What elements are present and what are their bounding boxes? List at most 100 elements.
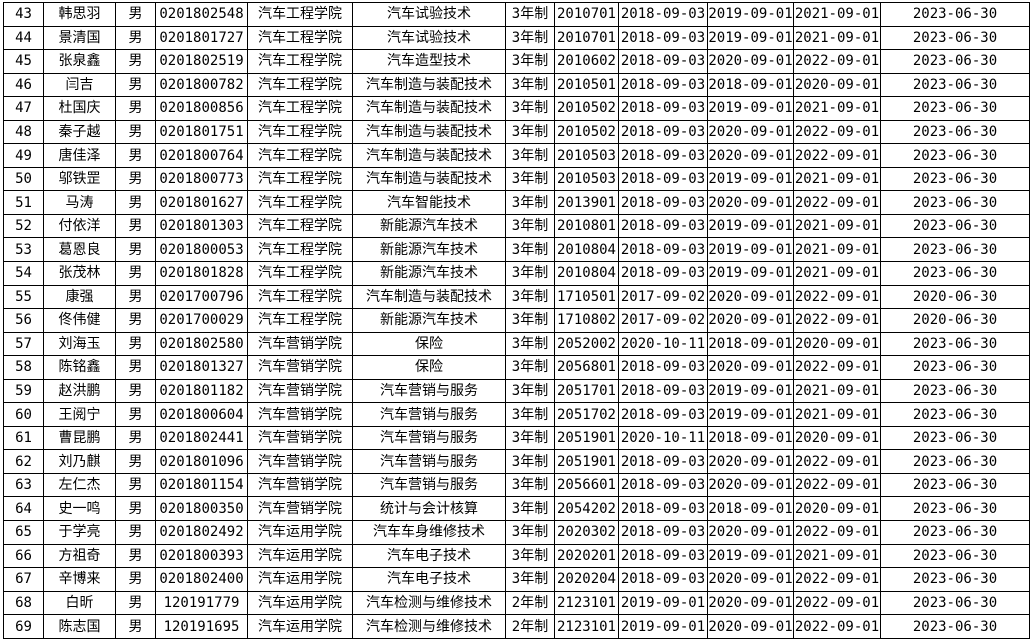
major-cell: 汽车制造与装配技术: [352, 166, 506, 192]
student-name-cell: 赵洪鹏: [43, 378, 116, 404]
table-row: 65 于学亮男 0201802492 汽车运用学院 汽车车身维修技术 3年制 2020302…: [3, 520, 1030, 545]
student-id-cell: 0201800856: [155, 96, 248, 121]
row-number-cell: 53: [3, 237, 44, 263]
date-1-cell: 2018-09-03: [618, 96, 708, 121]
row-number-cell: 59: [3, 378, 44, 404]
date-2-cell: 2018-09-01: [707, 496, 794, 522]
date-3-cell: 2022-09-01: [793, 308, 881, 333]
program-duration-cell: 3年制: [505, 331, 555, 357]
table-row: 55 康强男 0201700796 汽车工程学院 汽车制造与装配技术 3年制 1710501…: [3, 284, 1030, 310]
date-4-cell: 2023-06-30: [880, 472, 1030, 498]
date-3-cell: 2020-09-01: [793, 425, 881, 451]
class-code-cell: 2010502: [554, 96, 619, 121]
class-code-cell: 2010602: [554, 49, 619, 74]
table-row: 54 张茂林男 0201801828 汽车工程学院 新能源汽车技术 3年制 2010804 2…: [3, 261, 1030, 286]
college-cell: 汽车工程学院: [247, 96, 353, 121]
class-code-cell: 2123101: [554, 590, 619, 616]
program-duration-cell: 3年制: [505, 449, 555, 474]
date-4-cell: 2023-06-30: [880, 190, 1030, 215]
class-code-cell: 2010701: [554, 2, 619, 27]
program-duration-cell: 3年制: [505, 213, 555, 239]
date-1-cell: 2018-09-03: [618, 543, 708, 569]
date-1-cell: 2018-09-03: [618, 567, 708, 592]
major-cell: 汽车制造与装配技术: [352, 72, 506, 98]
date-1-cell: 2018-09-03: [618, 213, 708, 239]
program-duration-cell: 3年制: [505, 96, 555, 121]
date-3-cell: 2022-09-01: [793, 449, 881, 474]
major-cell: 汽车造型技术: [352, 49, 506, 74]
college-cell: 汽车营销学院: [247, 355, 353, 380]
gender-cell: 男: [115, 96, 156, 121]
college-cell: 汽车工程学院: [247, 213, 353, 239]
date-2-cell: 2020-09-01: [707, 119, 794, 145]
student-id-cell: 0201800782: [155, 72, 248, 98]
student-name-cell: 白昕: [43, 590, 116, 616]
table-row: 64 史一鸣男 0201800350 汽车营销学院 统计与会计核算 3年制 2054202 2…: [3, 496, 1030, 522]
class-code-cell: 2054202: [554, 496, 619, 522]
program-duration-cell: 3年制: [505, 496, 555, 522]
student-id-cell: 0201801154: [155, 472, 248, 498]
date-1-cell: 2018-09-03: [618, 2, 708, 27]
date-4-cell: 2023-06-30: [880, 378, 1030, 404]
gender-cell: 男: [115, 25, 156, 51]
date-3-cell: 2021-09-01: [793, 96, 881, 121]
date-2-cell: 2020-09-01: [707, 49, 794, 74]
table-row: 62 刘乃麒男 0201801096 汽车营销学院 汽车营销与服务 3年制 2051901 2…: [3, 449, 1030, 474]
student-name-cell: 张泉鑫: [43, 49, 116, 74]
student-id-cell: 0201800604: [155, 402, 248, 427]
class-code-cell: 2051901: [554, 449, 619, 474]
student-id-cell: 0201801327: [155, 355, 248, 380]
gender-cell: 男: [115, 425, 156, 451]
row-number-cell: 50: [3, 166, 44, 192]
gender-cell: 男: [115, 520, 156, 545]
program-duration-cell: 3年制: [505, 284, 555, 310]
class-code-cell: 2056801: [554, 355, 619, 380]
date-2-cell: 2020-09-01: [707, 143, 794, 168]
program-duration-cell: 3年制: [505, 567, 555, 592]
table-row: 43 韩思羽男 0201802548 汽车工程学院 汽车试验技术 3年制 2010701 20…: [3, 2, 1030, 27]
date-4-cell: 2023-06-30: [880, 543, 1030, 569]
student-name-cell: 马涛: [43, 190, 116, 215]
program-duration-cell: 3年制: [505, 237, 555, 263]
table-row: 50 邬铁罡男 0201800773 汽车工程学院 汽车制造与装配技术 3年制 201050…: [3, 166, 1030, 192]
date-4-cell: 2020-06-30: [880, 284, 1030, 310]
row-number-cell: 61: [3, 425, 44, 451]
major-cell: 汽车检测与维修技术: [352, 590, 506, 616]
table-row: 59 赵洪鹏男 0201801182 汽车营销学院 汽车营销与服务 3年制 2051701 2…: [3, 378, 1030, 404]
class-code-cell: 2052002: [554, 331, 619, 357]
row-number-cell: 51: [3, 190, 44, 215]
college-cell: 汽车营销学院: [247, 472, 353, 498]
college-cell: 汽车运用学院: [247, 543, 353, 569]
date-2-cell: 2020-09-01: [707, 590, 794, 616]
gender-cell: 男: [115, 143, 156, 168]
table-row: 60 王阅宁男 0201800604 汽车营销学院 汽车营销与服务 3年制 2051702 2…: [3, 402, 1030, 427]
date-2-cell: 2018-09-01: [707, 72, 794, 98]
table-body: 43 韩思羽男 0201802548 汽车工程学院 汽车试验技术 3年制 2010701 20…: [3, 2, 1030, 639]
date-2-cell: 2020-09-01: [707, 472, 794, 498]
date-4-cell: 2023-06-30: [880, 96, 1030, 121]
date-4-cell: 2023-06-30: [880, 567, 1030, 592]
date-4-cell: 2023-06-30: [880, 402, 1030, 427]
date-3-cell: 2022-09-01: [793, 49, 881, 74]
date-2-cell: 2020-09-01: [707, 308, 794, 333]
table-row: 46 闫吉男 0201800782 汽车工程学院 汽车制造与装配技术 3年制 2010501…: [3, 72, 1030, 98]
date-4-cell: 2023-06-30: [880, 261, 1030, 286]
row-number-cell: 52: [3, 213, 44, 239]
date-3-cell: 2021-09-01: [793, 166, 881, 192]
date-2-cell: 2020-09-01: [707, 190, 794, 215]
date-1-cell: 2018-09-03: [618, 378, 708, 404]
class-code-cell: 2010804: [554, 237, 619, 263]
major-cell: 汽车营销与服务: [352, 425, 506, 451]
gender-cell: 男: [115, 402, 156, 427]
major-cell: 汽车营销与服务: [352, 472, 506, 498]
date-3-cell: 2021-09-01: [793, 25, 881, 51]
gender-cell: 男: [115, 72, 156, 98]
row-number-cell: 45: [3, 49, 44, 74]
college-cell: 汽车运用学院: [247, 590, 353, 616]
student-id-cell: 0201800053: [155, 237, 248, 263]
date-1-cell: 2018-09-03: [618, 25, 708, 51]
student-id-cell: 0201802441: [155, 425, 248, 451]
student-name-cell: 刘乃麒: [43, 449, 116, 474]
table-row: 69 陈志国男 120191695 汽车运用学院 汽车检测与维修技术 2年制 2123101…: [3, 614, 1030, 639]
student-name-cell: 葛恩良: [43, 237, 116, 263]
